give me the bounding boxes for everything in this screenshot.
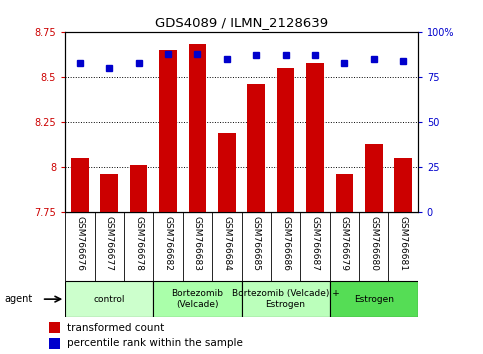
Bar <box>65 281 154 317</box>
Bar <box>49 322 60 333</box>
Text: GSM766679: GSM766679 <box>340 216 349 271</box>
Text: Bortezomib (Velcade) +
Estrogen: Bortezomib (Velcade) + Estrogen <box>232 290 340 309</box>
Text: GSM766682: GSM766682 <box>164 216 172 271</box>
Text: GDS4089 / ILMN_2128639: GDS4089 / ILMN_2128639 <box>155 16 328 29</box>
Bar <box>189 45 206 212</box>
Bar <box>365 144 383 212</box>
Text: GSM766678: GSM766678 <box>134 216 143 271</box>
Text: Estrogen: Estrogen <box>354 295 394 304</box>
Text: control: control <box>94 295 125 304</box>
Bar <box>329 281 418 317</box>
Text: transformed count: transformed count <box>68 322 165 332</box>
Bar <box>154 281 242 317</box>
Bar <box>218 133 236 212</box>
Text: Bortezomib
(Velcade): Bortezomib (Velcade) <box>171 290 224 309</box>
Text: agent: agent <box>5 294 33 304</box>
Bar <box>49 338 60 349</box>
Text: GSM766684: GSM766684 <box>222 216 231 271</box>
Bar <box>394 158 412 212</box>
Text: GSM766677: GSM766677 <box>105 216 114 271</box>
Text: GSM766681: GSM766681 <box>398 216 408 271</box>
Text: GSM766685: GSM766685 <box>252 216 261 271</box>
Bar <box>242 281 330 317</box>
Bar <box>130 165 147 212</box>
Bar <box>336 175 353 212</box>
Bar <box>277 68 295 212</box>
Text: percentile rank within the sample: percentile rank within the sample <box>68 338 243 348</box>
Bar <box>159 50 177 212</box>
Text: GSM766676: GSM766676 <box>75 216 85 271</box>
Bar <box>306 63 324 212</box>
Text: GSM766686: GSM766686 <box>281 216 290 271</box>
Bar <box>247 84 265 212</box>
Text: GSM766683: GSM766683 <box>193 216 202 271</box>
Bar <box>100 175 118 212</box>
Bar <box>71 158 89 212</box>
Text: GSM766680: GSM766680 <box>369 216 378 271</box>
Text: GSM766687: GSM766687 <box>311 216 319 271</box>
